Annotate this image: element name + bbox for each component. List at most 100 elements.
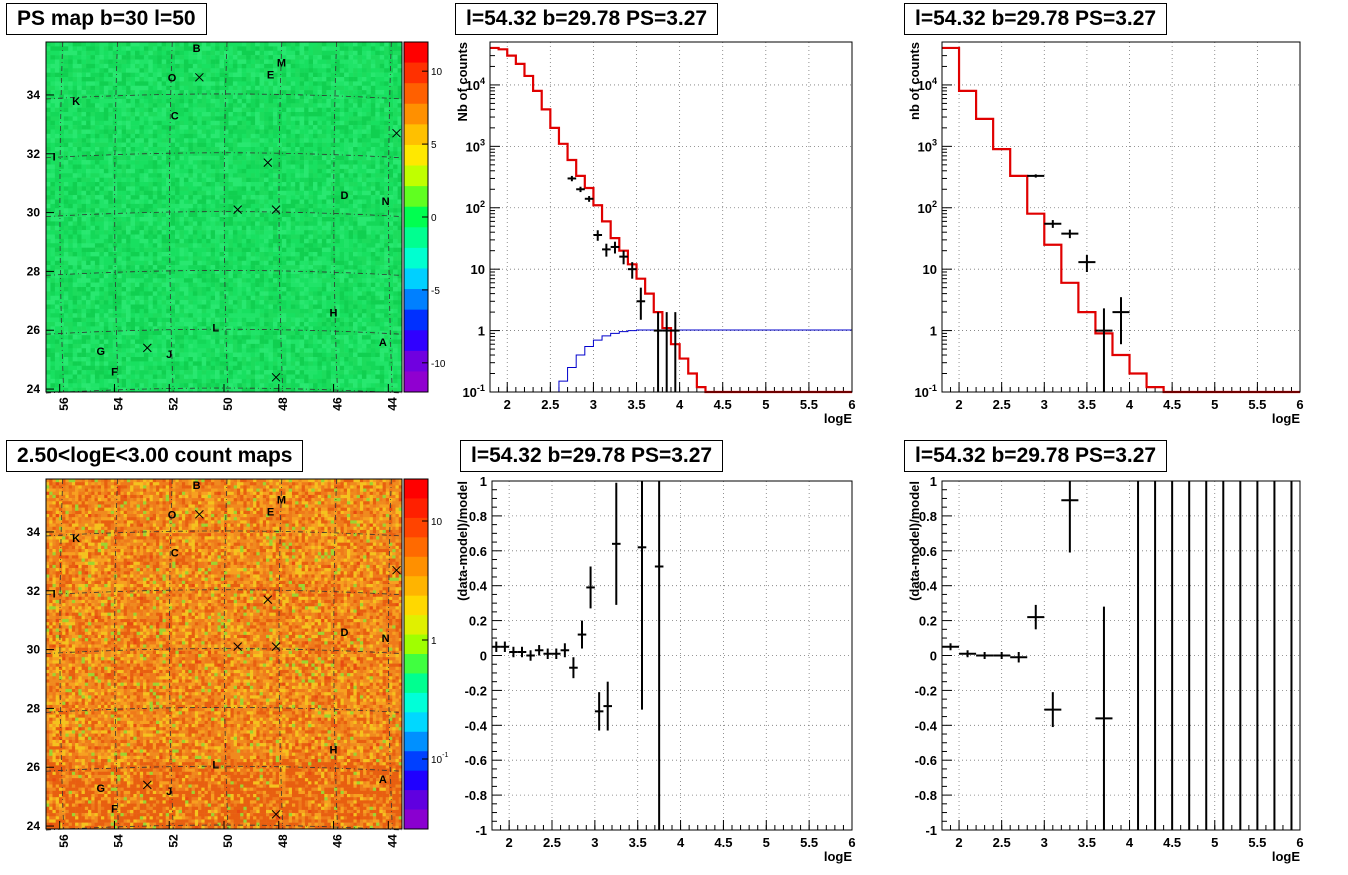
map-pixel bbox=[241, 383, 247, 388]
map-pixel bbox=[108, 98, 114, 104]
map-pixel bbox=[308, 365, 314, 371]
map-pixel bbox=[246, 199, 251, 205]
map-pixel bbox=[108, 107, 114, 113]
map-pixel bbox=[130, 361, 136, 367]
map-pixel bbox=[219, 335, 225, 340]
map-pixel bbox=[126, 85, 131, 91]
map-pixel bbox=[135, 182, 140, 187]
map-pixel bbox=[103, 160, 109, 165]
map-pixel bbox=[224, 247, 229, 253]
map-pixel bbox=[299, 98, 305, 104]
map-pixel bbox=[54, 278, 60, 283]
map-pixel bbox=[81, 182, 87, 187]
map-pixel bbox=[68, 81, 73, 87]
map-pixel bbox=[201, 234, 207, 240]
map-pixel bbox=[46, 282, 51, 288]
map-pixel bbox=[299, 168, 305, 174]
map-pixel bbox=[246, 374, 251, 380]
map-pixel bbox=[264, 256, 269, 262]
map-pixel bbox=[250, 291, 256, 297]
map-pixel bbox=[197, 295, 203, 301]
map-pixel bbox=[117, 164, 122, 170]
map-pixel bbox=[148, 256, 154, 262]
map-pixel bbox=[272, 186, 278, 192]
map-pixel bbox=[215, 208, 220, 213]
map-pixel bbox=[228, 182, 234, 187]
map-pixel bbox=[99, 94, 105, 100]
map-pixel bbox=[166, 339, 171, 345]
map-pixel bbox=[313, 374, 318, 380]
map-pixel bbox=[54, 374, 60, 380]
map-pixel bbox=[161, 370, 167, 375]
map-pixel bbox=[117, 59, 122, 65]
map-pixel bbox=[268, 273, 274, 279]
map-pixel bbox=[188, 42, 194, 47]
map-pixel bbox=[94, 103, 100, 108]
map-pixel bbox=[317, 217, 323, 222]
map-pixel bbox=[94, 308, 100, 314]
map-pixel bbox=[68, 361, 73, 367]
map-pixel bbox=[175, 59, 180, 65]
map-pixel bbox=[99, 282, 105, 288]
map-pixel bbox=[286, 256, 292, 262]
map-pixel bbox=[183, 287, 189, 292]
map-pixel bbox=[59, 142, 65, 148]
map-pixel bbox=[313, 278, 318, 283]
map-pixel bbox=[68, 138, 73, 143]
map-pixel bbox=[255, 81, 260, 87]
map-pixel bbox=[77, 68, 82, 73]
map-pixel bbox=[246, 287, 251, 292]
map-pixel bbox=[321, 133, 327, 139]
map-pixel bbox=[268, 129, 274, 135]
map-pixel bbox=[210, 247, 216, 253]
map-pixel bbox=[224, 357, 229, 362]
map-pixel bbox=[228, 387, 234, 393]
map-pixel bbox=[46, 173, 51, 178]
map-pixel bbox=[277, 247, 283, 253]
map-pixel bbox=[59, 125, 65, 130]
map-pixel bbox=[152, 72, 158, 78]
map-pixel bbox=[157, 221, 162, 227]
map-pixel bbox=[148, 300, 154, 305]
map-pixel bbox=[68, 112, 73, 117]
map-pixel bbox=[224, 173, 229, 178]
map-pixel bbox=[161, 77, 167, 82]
map-pixel bbox=[117, 151, 122, 157]
map-pixel bbox=[126, 50, 131, 56]
map-pixel bbox=[241, 182, 247, 187]
map-pixel bbox=[94, 330, 100, 336]
map-pixel bbox=[313, 94, 318, 100]
map-pixel bbox=[228, 55, 234, 60]
ps-map-title: PS map b=30 l=50 bbox=[6, 3, 207, 35]
map-pixel bbox=[215, 348, 220, 353]
map-pixel bbox=[183, 77, 189, 82]
map-pixel bbox=[161, 234, 167, 240]
map-pixel bbox=[259, 234, 265, 240]
map-pixel bbox=[139, 147, 145, 152]
map-pixel bbox=[90, 230, 96, 235]
map-pixel bbox=[81, 308, 87, 314]
map-pixel bbox=[192, 282, 198, 288]
map-pixel bbox=[170, 282, 176, 288]
map-pixel bbox=[215, 265, 220, 270]
map-pixel bbox=[157, 278, 162, 283]
map-pixel bbox=[317, 133, 323, 139]
map-pixel bbox=[135, 278, 140, 283]
map-pixel bbox=[72, 208, 78, 213]
map-pixel bbox=[246, 357, 251, 362]
map-pixel bbox=[246, 221, 251, 227]
map-pixel bbox=[192, 90, 198, 95]
map-pixel bbox=[152, 50, 158, 56]
map-pixel bbox=[246, 256, 251, 262]
map-pixel bbox=[219, 361, 225, 367]
map-pixel bbox=[179, 295, 185, 301]
map-pixel bbox=[286, 147, 292, 152]
map-pixel bbox=[224, 94, 229, 100]
map-pixel bbox=[224, 147, 229, 152]
map-pixel bbox=[255, 177, 260, 183]
map-pixel bbox=[215, 357, 220, 362]
map-pixel bbox=[99, 300, 105, 305]
map-pixel bbox=[170, 133, 176, 139]
map-pixel bbox=[188, 313, 194, 318]
map-pixel bbox=[232, 339, 238, 345]
